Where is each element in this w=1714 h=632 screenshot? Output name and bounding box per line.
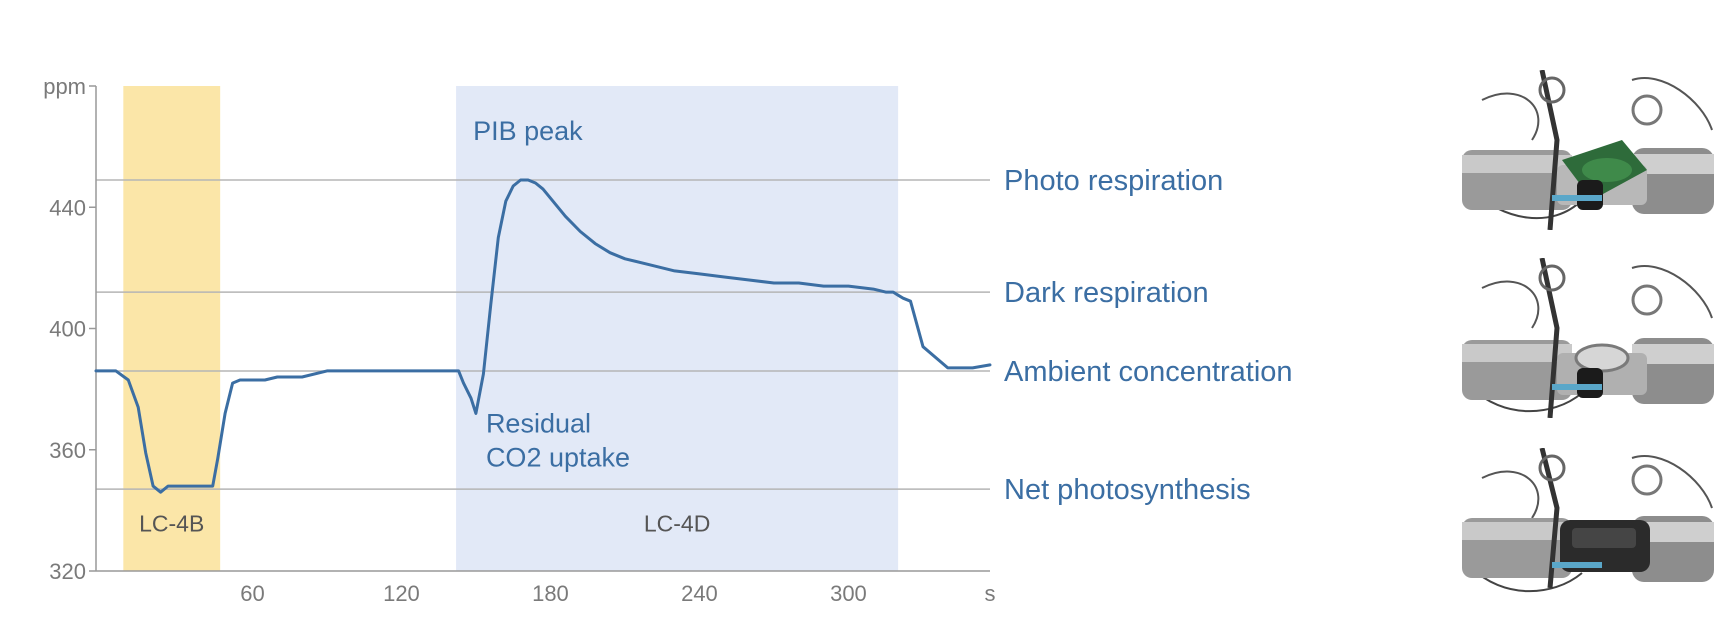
ref-label-photo-respiration: Photo respiration: [1004, 165, 1223, 197]
annotation-residual-line-1: Residual: [486, 408, 591, 438]
annotation-pib-peak: PIB peak: [473, 116, 583, 146]
y-axis-ticks: 320 360 400 440: [49, 85, 96, 584]
reference-line-labels: Photo respiration Dark respiration Ambient…: [1004, 165, 1293, 506]
y-tick-label: 320: [49, 559, 86, 584]
region-labels: LC-4B LC-4D: [139, 511, 710, 537]
y-tick-label: 400: [49, 317, 86, 342]
leaf-chamber-open-icon: [1462, 258, 1714, 418]
shaded-regions: [123, 86, 899, 571]
region-lc-4d: [456, 86, 899, 571]
x-axis-unit-label: s: [985, 581, 996, 606]
x-axis-ticks: 60 120 180 240 300: [240, 581, 867, 606]
leaf-chamber-photo-open: [1462, 258, 1714, 418]
ref-label-net-photosynthesis: Net photosynthesis: [1004, 474, 1251, 506]
reference-lines: [96, 179, 990, 490]
region-label-lc-4b: LC-4B: [139, 511, 204, 537]
series-line: [94, 178, 992, 494]
leaf-chamber-dark-cover-icon: [1462, 448, 1714, 593]
x-tick-label: 240: [681, 581, 718, 606]
annotations: PIB peak Residual CO2 uptake: [473, 116, 630, 472]
x-tick-label: 180: [532, 581, 569, 606]
x-tick-label: 300: [830, 581, 867, 606]
x-tick-label: 120: [383, 581, 420, 606]
x-tick-label: 60: [240, 581, 264, 606]
y-tick-label: 360: [49, 438, 86, 463]
y-tick-label: 440: [49, 195, 86, 220]
data-series: [94, 178, 992, 494]
leaf-chamber-with-leaf-icon: [1462, 70, 1714, 230]
leaf-chamber-photo-leaf: [1462, 70, 1714, 230]
ref-label-ambient-concentration: Ambient concentration: [1004, 356, 1293, 388]
region-lc-4b: [123, 86, 221, 571]
leaf-chamber-photo-dark: [1462, 448, 1714, 593]
annotation-residual-line-2: CO2 uptake: [486, 442, 630, 472]
ref-label-dark-respiration: Dark respiration: [1004, 277, 1209, 309]
region-label-lc-4d: LC-4D: [644, 511, 710, 537]
y-axis-unit-label: ppm: [43, 74, 86, 99]
